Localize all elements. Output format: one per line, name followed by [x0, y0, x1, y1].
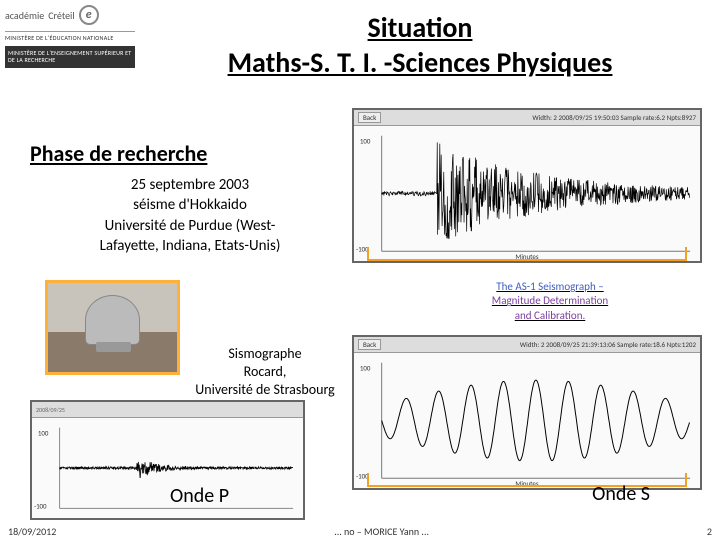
chart-p-header: 2008/09/25 [32, 402, 303, 418]
sismo-label: Sismographe Rocard, Université de Strasb… [180, 345, 350, 400]
seismogram-pwave-svg: 100 -100 [32, 418, 303, 518]
seismogram-full: Back Width: 2 2008/09/25 19:50:03 Sample… [352, 108, 702, 263]
sismo-l3: Université de Strasbourg [195, 381, 334, 398]
chart-header: Back Width: 2 2008/09/25 19:50:03 Sample… [354, 110, 700, 126]
svg-text:100: 100 [38, 429, 49, 437]
event-l1: 25 septembre 2003 [131, 176, 249, 194]
e-badge-icon: e [79, 5, 99, 25]
seismograph-photo [45, 280, 180, 375]
sismo-l1: Sismographe [228, 345, 301, 362]
footer: 18/09/2012 ... no – MORICE Yann ... 2 [0, 525, 720, 538]
chart-info: Width: 2 2008/09/25 19:50:03 Sample rate… [532, 113, 696, 122]
onde-p-label: Onde P [170, 484, 229, 508]
event-info: 25 septembre 2003 séisme d'Hokkaido Univ… [60, 175, 320, 256]
link-l3: and Calibration. [515, 309, 586, 322]
device-icon [85, 295, 140, 345]
logo-sub1: MINISTÈRE DE L'ÉDUCATION NATIONALE [5, 31, 135, 42]
event-l2: séisme d'Hokkaido [133, 196, 247, 214]
svg-text:100: 100 [360, 137, 371, 146]
chart-p-info: 2008/09/25 [36, 406, 65, 414]
seismogram-full-svg: 100-100Minutes [354, 126, 700, 261]
seismogram-swave: Back Width: 2 2008/09/25 21:39:13:06 Sam… [352, 335, 702, 490]
logo-academie: académie Créteil e [5, 5, 135, 25]
academie-text: académie [5, 9, 44, 22]
link-l1: The AS-1 Seismograph – [496, 280, 603, 293]
svg-text:-100: -100 [34, 502, 47, 510]
onde-s-label: Onde S [592, 482, 650, 506]
link-l2: Magnitude Determination [492, 294, 608, 307]
title-line1: Situation [368, 10, 473, 45]
bracket-top [367, 247, 687, 261]
back-button-2[interactable]: Back [358, 339, 381, 350]
back-button[interactable]: Back [358, 112, 381, 123]
page-title: Situation Maths-S. T. I. -Sciences Physi… [140, 10, 700, 80]
title-line2: Maths-S. T. I. -Sciences Physiques [228, 45, 613, 80]
event-l3: Université de Purdue (West- [105, 217, 276, 235]
phase-heading: Phase de recherche [30, 140, 207, 167]
seismogram-swave-svg: 100-100Minutes [354, 353, 700, 488]
footer-page: 2 [707, 525, 712, 538]
event-l4: Lafayette, Indiana, Etats-Unis) [100, 237, 281, 255]
sismo-l2: Rocard, [244, 363, 287, 380]
footer-center: ... no – MORICE Yann ... [334, 525, 429, 538]
seismogram-pwave: 2008/09/25 100 -100 [30, 400, 305, 520]
reference-link[interactable]: The AS-1 Seismograph – Magnitude Determi… [460, 280, 640, 323]
logo-sub2: MINISTÈRE DE L'ENSEIGNEMENT SUPÉRIEUR ET… [5, 46, 135, 68]
place-text: Créteil [48, 9, 74, 22]
logo-block: académie Créteil e MINISTÈRE DE L'ÉDUCAT… [5, 5, 135, 68]
chart-info-2: Width: 2 2008/09/25 21:39:13:06 Sample r… [520, 340, 696, 349]
svg-text:100: 100 [360, 364, 371, 373]
footer-date: 18/09/2012 [8, 525, 56, 538]
chart-bottom-header: Back Width: 2 2008/09/25 21:39:13:06 Sam… [354, 337, 700, 353]
